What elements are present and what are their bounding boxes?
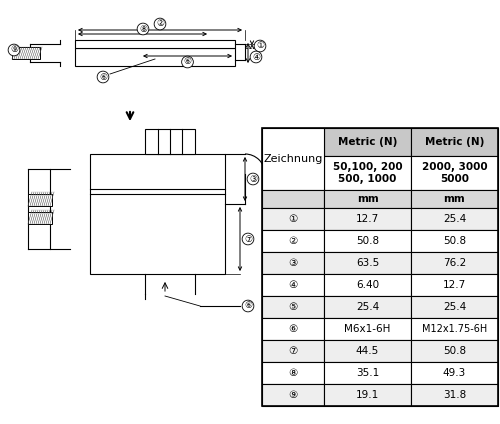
Text: 63.5: 63.5 [356,258,379,268]
Text: ②: ② [156,20,164,28]
Bar [28,194,52,206]
Text: 44.5: 44.5 [356,346,379,356]
Text: ⑥: ⑥ [244,301,252,310]
Text: 19.1: 19.1 [356,390,379,400]
Bar [324,318,411,340]
Text: ⑧: ⑧ [288,368,298,378]
Bar [411,340,498,362]
Text: ⑧: ⑧ [139,25,147,33]
Bar [324,230,411,252]
Text: 2000, 3000
5000: 2000, 3000 5000 [422,162,488,184]
Text: ⑤: ⑤ [288,302,298,312]
Text: ⑥: ⑥ [184,58,192,67]
Bar [324,362,411,384]
Bar [324,296,411,318]
Bar [262,128,324,190]
Text: ⑦: ⑦ [288,346,298,356]
Bar [262,190,324,208]
Bar [324,156,411,190]
Bar [324,190,411,208]
Bar [28,212,52,224]
Bar [324,384,411,406]
Bar [262,230,324,252]
Text: 76.2: 76.2 [443,258,466,268]
Bar [262,318,324,340]
Text: 25.4: 25.4 [356,302,379,312]
Text: ③: ③ [288,258,298,268]
Text: 50.8: 50.8 [443,236,466,246]
Bar [90,154,225,274]
Text: 50,100, 200
500, 1000: 50,100, 200 500, 1000 [332,162,402,184]
Bar [411,318,498,340]
Text: ⑥: ⑥ [288,324,298,334]
Text: Zeichnung: Zeichnung [264,154,322,164]
Text: mm: mm [444,194,466,204]
Text: mm: mm [356,194,378,204]
Bar [324,252,411,274]
Text: 12.7: 12.7 [356,214,379,224]
Text: M12x1.75-6H: M12x1.75-6H [422,324,487,334]
Bar [75,48,235,66]
Bar [411,230,498,252]
Bar [262,128,324,156]
Bar [262,156,324,190]
Bar [411,252,498,274]
Bar [262,296,324,318]
Bar [411,156,498,190]
Text: Metric (N): Metric (N) [338,137,397,147]
Bar [145,129,195,154]
Text: ①: ① [288,214,298,224]
Text: ⑨: ⑨ [10,45,18,55]
Bar [262,208,324,230]
Bar [262,384,324,406]
Bar [324,340,411,362]
Bar [411,296,498,318]
Bar [324,274,411,296]
Text: 50.8: 50.8 [443,346,466,356]
Bar [262,362,324,384]
Text: 25.4: 25.4 [443,302,466,312]
Bar [411,362,498,384]
Text: 35.1: 35.1 [356,368,379,378]
Text: ④: ④ [252,53,260,61]
Text: 31.8: 31.8 [443,390,466,400]
Bar [262,128,498,406]
Bar [411,274,498,296]
Bar [411,190,498,208]
Text: 49.3: 49.3 [443,368,466,378]
Bar [411,128,498,156]
Bar [75,40,235,48]
Bar [12,47,40,59]
Text: Metric (N): Metric (N) [425,137,484,147]
Text: ⑨: ⑨ [288,390,298,400]
Text: ③: ③ [249,175,257,184]
Text: M6x1-6H: M6x1-6H [344,324,391,334]
Bar [324,208,411,230]
Text: 25.4: 25.4 [443,214,466,224]
Text: 50.8: 50.8 [356,236,379,246]
Text: ①: ① [256,42,264,50]
Bar [262,252,324,274]
Text: ⑦: ⑦ [244,234,252,243]
Bar [324,128,411,156]
Bar [262,340,324,362]
Text: ④: ④ [288,280,298,290]
Bar [411,384,498,406]
Text: 6.40: 6.40 [356,280,379,290]
Text: ⑥: ⑥ [99,73,107,81]
Text: 12.7: 12.7 [443,280,466,290]
Bar [411,208,498,230]
Text: ②: ② [288,236,298,246]
Bar [262,274,324,296]
